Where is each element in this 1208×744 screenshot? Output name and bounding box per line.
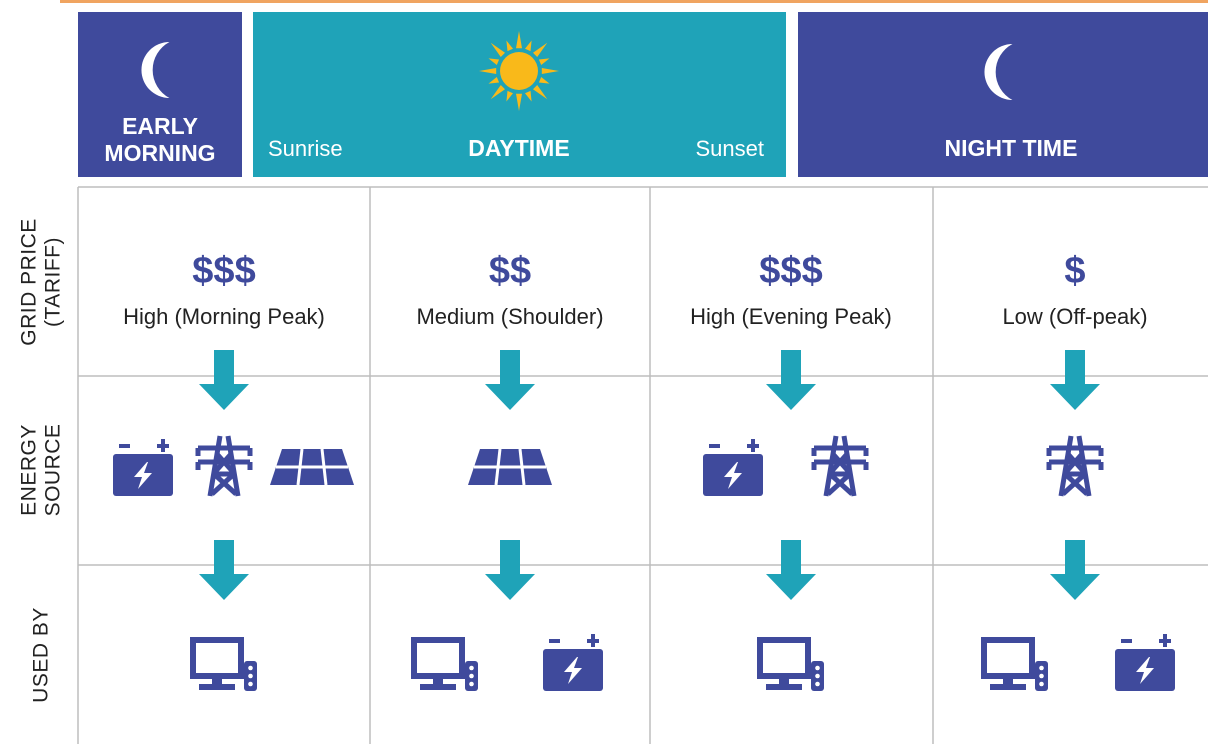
sun-ray [506,40,513,52]
sun-ray [479,68,497,74]
top-accent [60,0,1208,3]
price-label: High (Morning Peak) [123,304,325,329]
tower-icon [1049,436,1101,496]
sunrise-label: Sunrise [268,136,343,161]
sun-ray [533,42,548,57]
computer-icon [984,640,1048,691]
solar-panel-icon [466,447,554,487]
header-label: MORNING [104,140,215,166]
header-label: EARLY [122,113,198,139]
sun-ray [516,93,522,111]
sunset-label: Sunset [696,136,765,161]
sun-ray [538,77,550,84]
sun-ray [533,85,548,100]
header-label: NIGHT TIME [945,135,1078,161]
price-symbol: $$$ [759,250,822,292]
row-label: ENERGY [18,424,41,516]
price-label: High (Evening Peak) [690,304,892,329]
row-label: (TARIFF) [42,237,65,327]
battery-icon [703,439,763,496]
sun-ray [490,85,505,100]
computer-icon [760,640,824,691]
price-symbol: $$$ [192,250,255,292]
price-label: Medium (Shoulder) [416,304,603,329]
sun-ray [541,68,559,74]
sun-ray [506,90,513,102]
sun-ray [488,58,500,65]
sun-ray [525,40,532,52]
tower-icon [198,436,250,496]
sun-ray [538,58,550,65]
computer-icon [193,640,257,691]
sun-ray [516,31,522,49]
solar-panel-icon [268,447,356,487]
grid [77,186,1208,744]
row-label: SOURCE [42,424,65,517]
price-symbol: $$ [489,250,531,292]
row-label: USED BY [30,607,53,703]
price-symbol: $ [1064,250,1085,292]
row-label: GRID PRICE [18,218,41,346]
computer-icon [414,640,478,691]
battery-icon [543,634,603,691]
sun-ray [488,77,500,84]
sun-ray [525,90,532,102]
price-label: Low (Off-peak) [1002,304,1147,329]
battery-icon [113,439,173,496]
battery-icon [1115,634,1175,691]
tower-icon [814,436,866,496]
sun-ray [490,42,505,57]
header-label: DAYTIME [468,135,569,161]
sun-icon [479,31,559,111]
